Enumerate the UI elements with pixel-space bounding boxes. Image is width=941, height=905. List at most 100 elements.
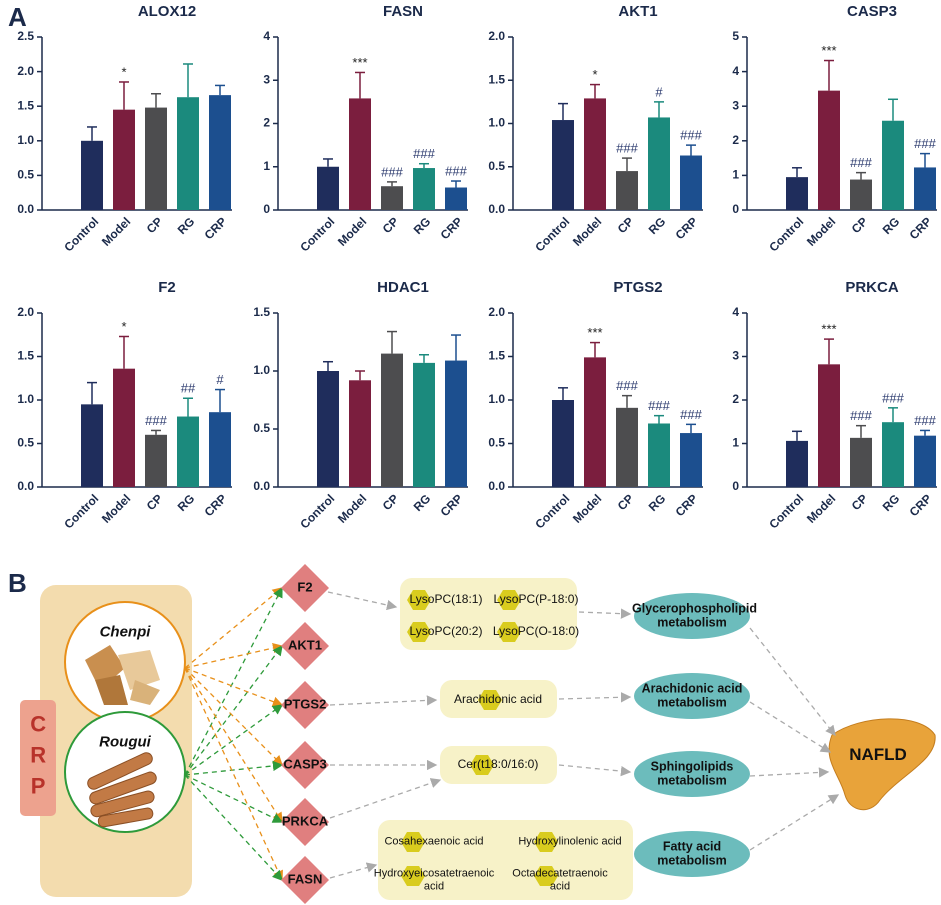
bar bbox=[584, 357, 606, 487]
metabolite: Cosahexaenoic acid bbox=[384, 835, 484, 848]
arrow bbox=[184, 667, 284, 707]
metabolite: LysoPC(P-18:0) bbox=[493, 592, 579, 607]
y-tick-label: 0.0 bbox=[253, 479, 270, 493]
y-tick-label: 0.5 bbox=[488, 159, 505, 173]
target-label: AKT1 bbox=[288, 637, 322, 653]
y-tick-label: 0.0 bbox=[17, 479, 34, 493]
target-diamond bbox=[281, 798, 329, 846]
error-bar bbox=[558, 102, 568, 121]
x-tick-label: CRP bbox=[673, 491, 701, 519]
y-tick-label: 1 bbox=[732, 168, 739, 182]
bar bbox=[445, 187, 467, 210]
significance-label: *** bbox=[352, 55, 367, 70]
bar bbox=[584, 98, 606, 210]
y-tick-label: 0.5 bbox=[488, 436, 505, 450]
bar bbox=[616, 407, 638, 487]
error-bar bbox=[183, 397, 193, 417]
bar bbox=[317, 371, 339, 487]
y-tick-label: 2.5 bbox=[17, 29, 34, 43]
bar bbox=[914, 435, 936, 487]
x-tick-label: RG bbox=[175, 491, 198, 514]
x-tick-label: CRP bbox=[907, 214, 935, 242]
targets bbox=[184, 564, 329, 904]
y-tick-label: 0.5 bbox=[17, 168, 34, 182]
panel-label: B bbox=[8, 568, 27, 598]
y-tick-label: 2.0 bbox=[488, 305, 505, 319]
bar bbox=[818, 364, 840, 487]
y-tick-label: 0 bbox=[732, 202, 739, 216]
bar bbox=[413, 362, 435, 487]
significance-label: # bbox=[216, 372, 224, 387]
x-tick-label: CRP bbox=[907, 491, 935, 519]
metabolite-box bbox=[400, 578, 577, 650]
x-tick-label: CP bbox=[144, 214, 166, 236]
error-bar bbox=[151, 92, 161, 108]
y-tick-label: 3 bbox=[732, 98, 739, 112]
x-tick-label: RG bbox=[411, 214, 434, 237]
y-tick-label: 2 bbox=[732, 392, 739, 406]
bar bbox=[413, 168, 435, 210]
bar bbox=[882, 422, 904, 487]
bar bbox=[209, 412, 231, 487]
x-tick-label: Model bbox=[335, 491, 369, 525]
y-tick-label: 0.0 bbox=[488, 479, 505, 493]
bar bbox=[81, 404, 103, 487]
x-tick-label: RG bbox=[646, 214, 669, 237]
error-bar bbox=[856, 424, 866, 438]
error-bar bbox=[920, 152, 930, 168]
x-tick-label: RG bbox=[175, 214, 198, 237]
error-bar bbox=[183, 63, 193, 98]
y-tick-label: 4 bbox=[263, 29, 270, 43]
target-label: PRKCA bbox=[281, 813, 329, 829]
error-bar bbox=[387, 181, 397, 187]
x-tick-label: CP bbox=[849, 491, 871, 513]
bar bbox=[381, 353, 403, 487]
x-tick-label: Control bbox=[61, 214, 101, 254]
x-tick-label: Control bbox=[532, 491, 572, 531]
y-tick-label: 0.0 bbox=[17, 202, 34, 216]
error-bar bbox=[654, 414, 664, 424]
metabolite: Hydroxyeicosatetraenoic acid bbox=[373, 867, 495, 892]
metabolite: Cer(t18:0/16:0) bbox=[457, 757, 539, 772]
x-tick-label: Control bbox=[297, 214, 337, 254]
pathway: Fatty acid metabolism bbox=[657, 839, 727, 868]
error-bar bbox=[355, 370, 365, 381]
y-tick-label: 1 bbox=[732, 436, 739, 450]
error-bar bbox=[323, 360, 333, 371]
bar bbox=[81, 140, 103, 210]
metabolite-box bbox=[440, 746, 557, 784]
error-bar bbox=[451, 180, 461, 188]
arrow bbox=[184, 587, 284, 669]
bar bbox=[317, 166, 339, 210]
x-tick-label: Model bbox=[99, 214, 133, 248]
y-tick-label: 1.5 bbox=[488, 349, 505, 363]
error-bar bbox=[151, 429, 161, 435]
y-tick-label: 1.5 bbox=[17, 98, 34, 112]
chart-title: AKT1 bbox=[618, 3, 657, 20]
significance-label: ### bbox=[616, 141, 638, 156]
x-tick-label: RG bbox=[411, 491, 434, 514]
error-bar bbox=[888, 407, 898, 423]
y-tick-label: 1.0 bbox=[17, 133, 34, 147]
target-label: FASN bbox=[287, 871, 323, 887]
y-tick-label: 1.0 bbox=[488, 392, 505, 406]
significance-label: * bbox=[592, 67, 597, 82]
error-bar bbox=[355, 71, 365, 99]
bar bbox=[177, 416, 199, 487]
bar bbox=[113, 109, 135, 210]
bar bbox=[680, 433, 702, 487]
arrow bbox=[184, 642, 284, 669]
y-tick-label: 0.5 bbox=[17, 436, 34, 450]
arrow bbox=[184, 667, 283, 882]
significance-label: ### bbox=[413, 146, 435, 161]
y-tick-label: 3 bbox=[732, 349, 739, 363]
target-diamond bbox=[281, 741, 329, 789]
target-label: F2 bbox=[297, 579, 313, 595]
x-tick-label: Control bbox=[766, 491, 806, 531]
pathway-ellipses bbox=[634, 593, 750, 877]
error-bar bbox=[590, 83, 600, 99]
significance-label: ### bbox=[850, 155, 872, 170]
error-bar bbox=[824, 59, 834, 91]
